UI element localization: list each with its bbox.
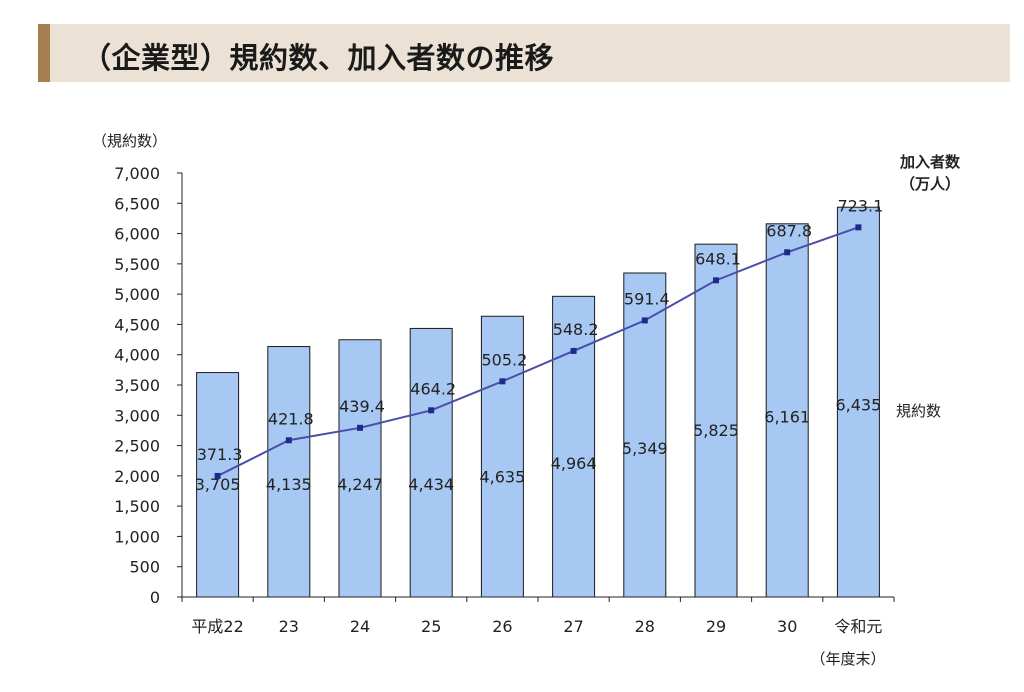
- y-tick-label: 2,500: [114, 437, 160, 456]
- y-tick-label: 0: [150, 588, 160, 607]
- y-tick-label: 5,500: [114, 255, 160, 274]
- bar-labels-layer: 3,705 4,135 4,247 4,434 4,635 4,964 5,349 5,825…: [195, 396, 882, 494]
- line-value-label: 548.2: [553, 320, 599, 339]
- bar: [480, 315, 524, 598]
- page-title: （企業型）規約数、加入者数の推移: [82, 41, 555, 75]
- bar: [338, 339, 382, 598]
- bar-value-label: 3,705: [195, 475, 241, 494]
- y-tick-label: 4,000: [114, 346, 160, 365]
- line-value-label: 648.1: [695, 249, 741, 268]
- title-banner: （企業型）規約数、加入者数の推移: [38, 24, 1010, 82]
- line-value-label: 687.8: [766, 221, 812, 240]
- line-value-label: 505.2: [481, 350, 527, 369]
- y-tick-label: 7,000: [114, 164, 160, 183]
- line-series: [217, 226, 859, 477]
- line-point: [784, 249, 791, 256]
- y-tick-label: 5,000: [114, 285, 160, 304]
- legend-layer: 加入者数 （万人） 規約数: [896, 153, 961, 420]
- line-value-label: 723.1: [837, 196, 883, 215]
- x-axis-unit-label: （年度末）: [810, 650, 885, 668]
- x-tick-label: 30: [777, 617, 797, 636]
- x-tick-label: 24: [350, 617, 370, 636]
- line-point: [499, 378, 506, 385]
- bar: [765, 223, 809, 598]
- y-tick-label: 6,500: [114, 194, 160, 213]
- line-point: [713, 277, 719, 284]
- bar-value-label: 4,247: [337, 475, 383, 494]
- y-tick-label: 2,000: [114, 467, 160, 486]
- bar-value-label: 5,825: [693, 421, 739, 440]
- bar-value-label: 4,635: [479, 468, 525, 487]
- line-series-name: 加入者数: [899, 153, 961, 171]
- bar: [267, 346, 311, 598]
- bar-value-label: 4,434: [408, 475, 454, 494]
- line-point: [641, 317, 648, 324]
- line-point: [855, 224, 862, 231]
- bar: [552, 295, 596, 598]
- y-tick-label: 3,000: [114, 406, 160, 425]
- bar: [694, 243, 738, 598]
- bar-value-label: 6,161: [764, 407, 810, 426]
- x-tick-label: 令和元: [834, 617, 882, 636]
- bar: [196, 372, 240, 598]
- y-tick-label: 4,500: [114, 315, 160, 334]
- x-tick-label: 25: [421, 617, 441, 636]
- bar-value-label: 4,135: [266, 475, 312, 494]
- y-tick-label: 6,000: [114, 225, 160, 244]
- bar: [409, 327, 453, 598]
- line-layer: 371.3 421.8 439.4 464.2 505.2 548.2 591.4 648.1…: [197, 196, 883, 479]
- bar-value-label: 6,435: [835, 396, 881, 415]
- bar-value-label: 5,349: [622, 439, 668, 458]
- x-tick-label: 23: [279, 617, 299, 636]
- line-point: [214, 472, 221, 479]
- line-value-label: 421.8: [268, 409, 314, 428]
- line-value-label: 464.2: [410, 379, 456, 398]
- title-accent-bar: [38, 24, 50, 82]
- line-point: [357, 424, 363, 431]
- line-point: [285, 437, 292, 444]
- line-series-unit: （万人）: [900, 175, 960, 193]
- line-value-label: 371.3: [197, 445, 243, 464]
- line-point: [428, 407, 435, 414]
- x-tick-label: 28: [635, 617, 655, 636]
- x-tick-label: 平成22: [191, 617, 243, 636]
- y-tick-label: 3,500: [114, 376, 160, 395]
- x-tick-label: 27: [563, 617, 583, 636]
- y-axis-title: （規約数）: [92, 132, 167, 150]
- y-tick-label: 1,000: [114, 527, 160, 546]
- x-tick-label: 29: [706, 617, 726, 636]
- y-tick-label: 500: [129, 558, 160, 577]
- y-tick-label: 1,500: [114, 497, 160, 516]
- x-tick-label: 26: [492, 617, 512, 636]
- bars-layer: [196, 206, 880, 598]
- line-value-label: 439.4: [339, 397, 385, 416]
- axis-layer: 0 500 1,000 1,500 2,000 2,500 3,000 3,500 4,000 4…: [92, 132, 895, 668]
- line-point: [570, 347, 577, 354]
- line-value-label: 591.4: [624, 289, 670, 308]
- bar-value-label: 4,964: [551, 454, 597, 473]
- bar-series-name: 規約数: [896, 402, 941, 420]
